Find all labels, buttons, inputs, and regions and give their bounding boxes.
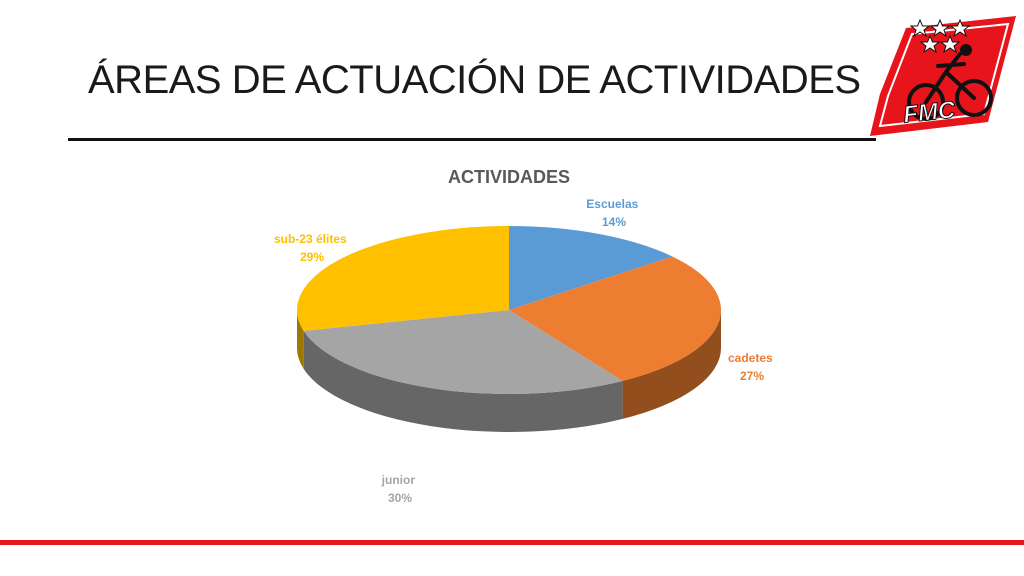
- chart-title: ACTIVIDADES: [448, 167, 570, 187]
- pie-sides: [297, 310, 721, 432]
- pie-slice-cadetes: [509, 256, 721, 381]
- footer-divider: [0, 540, 1024, 545]
- fmc-logo: FMC: [870, 16, 1016, 136]
- logo-emblem: [870, 16, 1016, 136]
- label-cadetes: cadetes 27%: [728, 351, 776, 383]
- label-cadetes-name: cadetes: [728, 351, 773, 365]
- slide-title: ÁREAS DE ACTUACIÓN DE ACTIVIDADES: [88, 58, 861, 102]
- pie-chart: ACTIVIDADES Escuelas 14% cadetes 27% jun…: [274, 167, 776, 505]
- title-divider: [68, 138, 876, 141]
- pie-slice-junior: [303, 310, 623, 394]
- label-junior: junior 30%: [381, 473, 419, 505]
- pie-side-cadetes: [622, 310, 721, 419]
- label-sub23-name: sub-23 élites: [274, 232, 347, 246]
- pie-slice-escuelas: [509, 226, 673, 310]
- pie-slice-sub23: [297, 226, 509, 331]
- label-junior-name: junior: [381, 473, 416, 487]
- label-escuelas: Escuelas 14%: [586, 197, 641, 229]
- label-sub23: sub-23 élites 29%: [274, 232, 350, 264]
- logo-stars: [909, 18, 971, 54]
- label-escuelas-name: Escuelas: [586, 197, 638, 211]
- pie-side-junior: [303, 330, 623, 432]
- pie-labels: Escuelas 14% cadetes 27% junior 30% sub-…: [274, 197, 776, 505]
- pie-top: [297, 226, 721, 394]
- label-junior-value: 30%: [388, 491, 412, 505]
- label-sub23-value: 29%: [300, 250, 324, 264]
- label-escuelas-value: 14%: [602, 215, 626, 229]
- pie-side-sub23: [297, 310, 304, 369]
- logo-text: FMC: [902, 96, 957, 128]
- label-cadetes-value: 27%: [740, 369, 764, 383]
